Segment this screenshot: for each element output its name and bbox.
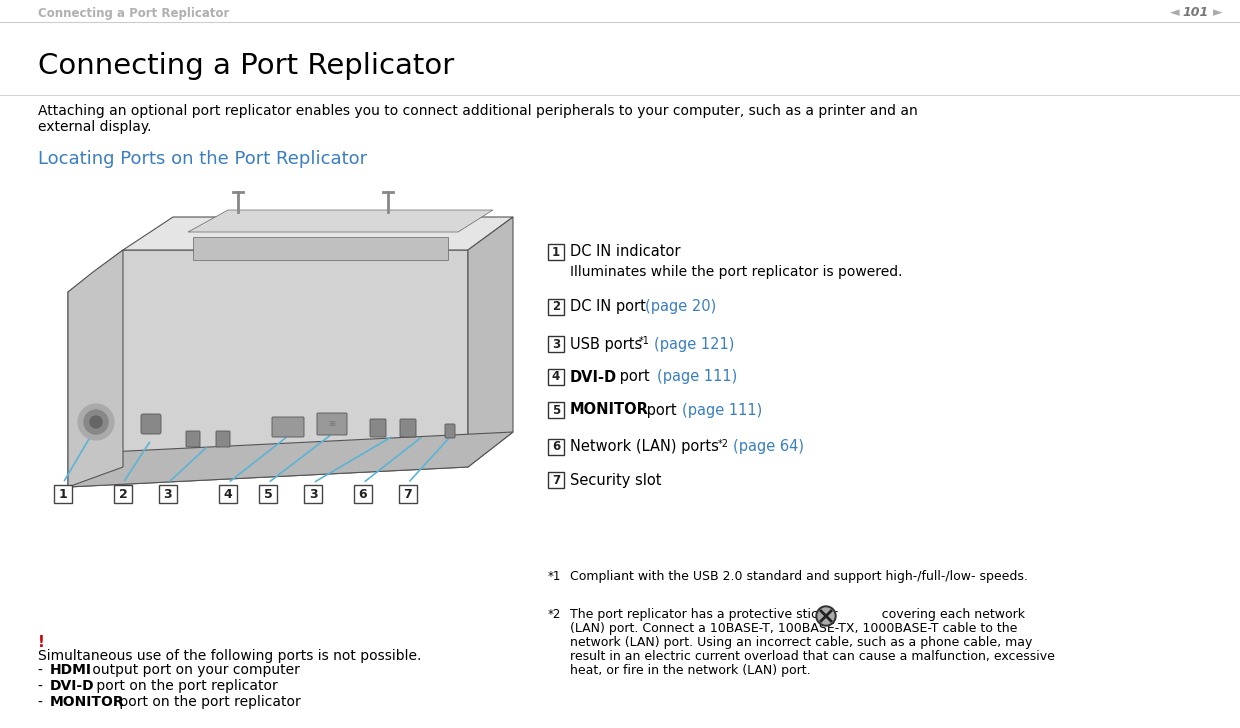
Text: 101: 101	[1183, 7, 1209, 20]
Text: (page 64): (page 64)	[733, 440, 804, 454]
Text: ◄: ◄	[1171, 7, 1179, 20]
Text: HDMI: HDMI	[50, 663, 92, 677]
Text: 4: 4	[552, 371, 560, 384]
FancyBboxPatch shape	[259, 485, 277, 503]
Text: result in an electric current overload that can cause a malfunction, excessive: result in an electric current overload t…	[570, 650, 1055, 663]
FancyBboxPatch shape	[548, 336, 564, 352]
Text: -: -	[38, 663, 47, 677]
Polygon shape	[123, 217, 513, 250]
Text: port on the port replicator: port on the port replicator	[92, 679, 278, 693]
Text: 3: 3	[552, 338, 560, 350]
Text: port: port	[615, 370, 655, 384]
Text: *2: *2	[718, 439, 729, 449]
Text: DC IN port: DC IN port	[570, 299, 651, 314]
Text: output port on your computer: output port on your computer	[88, 663, 300, 677]
Text: 5: 5	[552, 403, 560, 416]
Circle shape	[84, 410, 108, 434]
FancyBboxPatch shape	[370, 419, 386, 437]
Polygon shape	[68, 432, 513, 487]
FancyBboxPatch shape	[114, 485, 131, 503]
Text: -: -	[38, 695, 47, 709]
Text: 4: 4	[223, 488, 232, 501]
Text: 5: 5	[264, 488, 273, 501]
Polygon shape	[193, 237, 448, 260]
Text: Connecting a Port Replicator: Connecting a Port Replicator	[38, 52, 454, 80]
Text: 1: 1	[58, 488, 67, 501]
Text: Locating Ports on the Port Replicator: Locating Ports on the Port Replicator	[38, 150, 367, 168]
Text: MONITOR: MONITOR	[570, 403, 649, 417]
Text: ⊞: ⊞	[329, 419, 336, 429]
Text: The port replicator has a protective sticker           covering each network: The port replicator has a protective sti…	[570, 608, 1025, 621]
Text: (page 121): (page 121)	[653, 336, 734, 352]
Circle shape	[78, 404, 114, 440]
Text: port: port	[642, 403, 681, 417]
FancyBboxPatch shape	[272, 417, 304, 437]
FancyBboxPatch shape	[548, 402, 564, 418]
Text: 1: 1	[552, 245, 560, 258]
Text: Simultaneous use of the following ports is not possible.: Simultaneous use of the following ports …	[38, 649, 422, 663]
FancyBboxPatch shape	[445, 424, 455, 438]
FancyBboxPatch shape	[399, 485, 417, 503]
Text: external display.: external display.	[38, 120, 151, 134]
FancyBboxPatch shape	[353, 485, 372, 503]
Text: Network (LAN) ports: Network (LAN) ports	[570, 440, 719, 454]
Text: Attaching an optional port replicator enables you to connect additional peripher: Attaching an optional port replicator en…	[38, 104, 918, 118]
Text: (page 20): (page 20)	[645, 299, 717, 314]
Text: (LAN) port. Connect a 10BASE-T, 100BASE-TX, 1000BASE-T cable to the: (LAN) port. Connect a 10BASE-T, 100BASE-…	[570, 622, 1017, 635]
Text: Illuminates while the port replicator is powered.: Illuminates while the port replicator is…	[570, 265, 903, 279]
Circle shape	[816, 606, 836, 626]
Polygon shape	[68, 250, 467, 487]
FancyBboxPatch shape	[317, 413, 347, 435]
Text: Compliant with the USB 2.0 standard and support high-/full-/low- speeds.: Compliant with the USB 2.0 standard and …	[570, 570, 1028, 583]
FancyBboxPatch shape	[548, 439, 564, 455]
Text: (page 111): (page 111)	[682, 403, 763, 417]
Text: Security slot: Security slot	[570, 472, 661, 488]
Text: USB ports: USB ports	[570, 336, 642, 352]
FancyBboxPatch shape	[548, 299, 564, 315]
Text: ►: ►	[1213, 7, 1223, 20]
Text: 2: 2	[552, 301, 560, 314]
FancyBboxPatch shape	[219, 485, 237, 503]
FancyBboxPatch shape	[401, 419, 415, 437]
FancyBboxPatch shape	[55, 485, 72, 503]
Text: 6: 6	[358, 488, 367, 501]
FancyBboxPatch shape	[159, 485, 177, 503]
Text: DVI-D: DVI-D	[50, 679, 94, 693]
Text: 2: 2	[119, 488, 128, 501]
Text: MONITOR: MONITOR	[50, 695, 125, 709]
Text: 7: 7	[404, 488, 413, 501]
Text: 6: 6	[552, 440, 560, 454]
Polygon shape	[188, 210, 494, 232]
Circle shape	[818, 608, 835, 624]
Polygon shape	[68, 250, 123, 487]
FancyBboxPatch shape	[548, 244, 564, 260]
Text: 3: 3	[309, 488, 317, 501]
Text: heat, or fire in the network (LAN) port.: heat, or fire in the network (LAN) port.	[570, 664, 811, 677]
Text: network (LAN) port. Using an incorrect cable, such as a phone cable, may: network (LAN) port. Using an incorrect c…	[570, 636, 1033, 649]
Circle shape	[91, 416, 102, 428]
FancyBboxPatch shape	[304, 485, 322, 503]
Text: (page 111): (page 111)	[657, 370, 738, 384]
Text: DVI-D: DVI-D	[570, 370, 618, 384]
Text: -: -	[38, 679, 47, 693]
Text: !: !	[38, 635, 45, 650]
Polygon shape	[467, 217, 513, 467]
Text: DC IN indicator: DC IN indicator	[570, 245, 681, 259]
Text: *1: *1	[639, 336, 650, 346]
Text: 7: 7	[552, 473, 560, 486]
Text: *1: *1	[548, 570, 562, 583]
FancyBboxPatch shape	[548, 369, 564, 385]
Text: *2: *2	[548, 608, 562, 621]
FancyBboxPatch shape	[548, 472, 564, 488]
FancyBboxPatch shape	[186, 431, 200, 447]
FancyBboxPatch shape	[141, 414, 161, 434]
Text: Connecting a Port Replicator: Connecting a Port Replicator	[38, 7, 229, 20]
Text: 3: 3	[164, 488, 172, 501]
Text: port on the port replicator: port on the port replicator	[115, 695, 301, 709]
FancyBboxPatch shape	[216, 431, 229, 447]
